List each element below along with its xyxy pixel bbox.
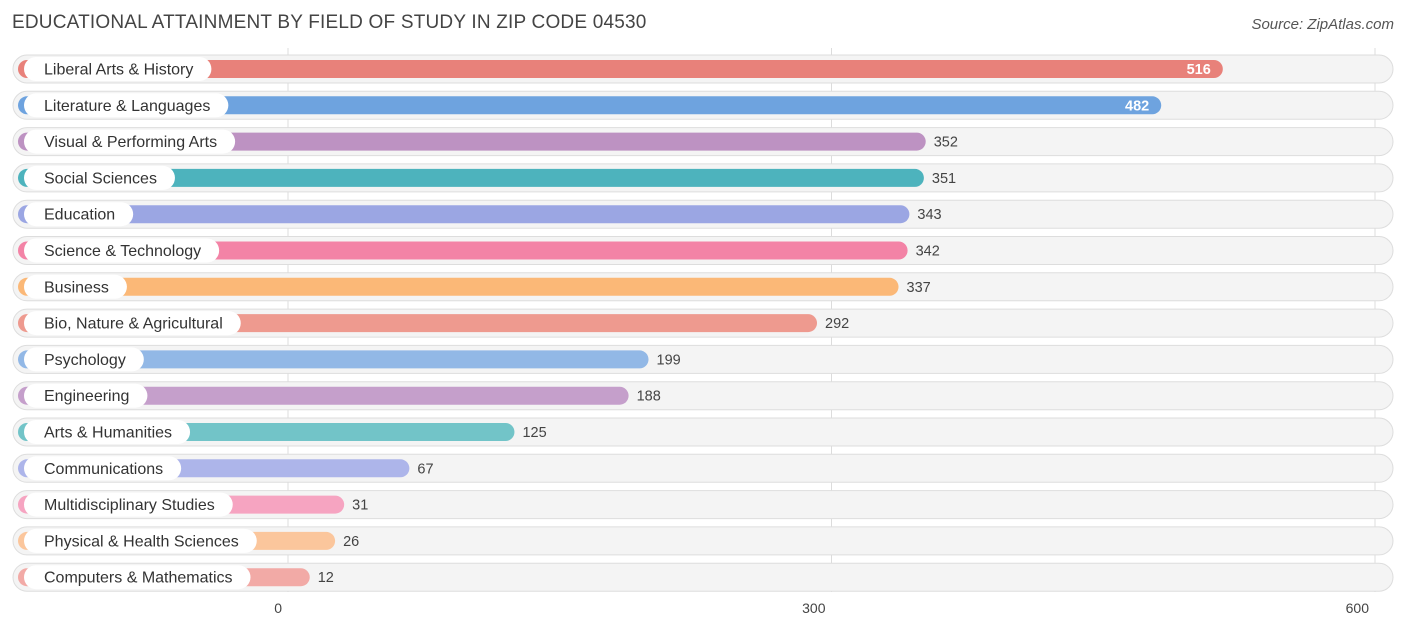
category-label: Arts & Humanities bbox=[44, 425, 172, 442]
bar bbox=[18, 241, 908, 260]
category-label-bg bbox=[24, 565, 251, 590]
source-note: Source: ZipAtlas.com bbox=[1251, 16, 1394, 33]
category-label: Psychology bbox=[44, 352, 126, 369]
category-label-bg bbox=[24, 129, 236, 154]
value-label: 12 bbox=[318, 570, 334, 586]
category-label-bg bbox=[24, 165, 175, 190]
value-label: 352 bbox=[934, 135, 958, 151]
category-label: Social Sciences bbox=[44, 170, 157, 187]
row-track bbox=[12, 562, 1394, 592]
bar bbox=[18, 60, 1223, 78]
category-label: Literature & Languages bbox=[44, 98, 210, 115]
bar bbox=[18, 96, 1162, 115]
value-label: 482 bbox=[1125, 98, 1149, 114]
value-label: 125 bbox=[522, 425, 546, 441]
category-label: Visual & Performing Arts bbox=[44, 134, 217, 151]
category-label: Science & Technology bbox=[44, 243, 201, 260]
category-label-bg bbox=[24, 492, 233, 517]
chart-title: EDUCATIONAL ATTAINMENT BY FIELD OF STUDY… bbox=[12, 12, 647, 33]
category-label-bg bbox=[24, 202, 134, 227]
category-label-bg bbox=[24, 456, 182, 481]
category-label-bg bbox=[24, 347, 144, 372]
x-tick-label: 300 bbox=[802, 600, 826, 616]
category-label: Business bbox=[44, 279, 109, 296]
category-label-bg bbox=[24, 420, 191, 444]
category-label: Multidisciplinary Studies bbox=[44, 497, 215, 514]
bar bbox=[18, 168, 924, 187]
row-track bbox=[12, 526, 1394, 556]
category-label-bg bbox=[24, 93, 229, 118]
category-label-bg bbox=[24, 311, 241, 336]
value-label: 337 bbox=[907, 280, 931, 296]
value-label: 31 bbox=[352, 498, 368, 514]
bar bbox=[18, 205, 910, 224]
category-label: Computers & Mathematics bbox=[44, 570, 233, 587]
value-label: 351 bbox=[932, 171, 956, 187]
category-label: Bio, Nature & Agricultural bbox=[44, 316, 223, 333]
category-label-bg bbox=[24, 528, 257, 553]
value-label: 342 bbox=[916, 244, 940, 260]
value-label: 188 bbox=[637, 389, 661, 405]
value-label: 67 bbox=[417, 461, 433, 477]
category-label: Education bbox=[44, 207, 115, 224]
category-label: Communications bbox=[44, 461, 163, 478]
category-label-bg bbox=[24, 274, 127, 299]
category-label: Engineering bbox=[44, 388, 129, 405]
bar bbox=[18, 386, 629, 405]
bar bbox=[18, 132, 926, 151]
value-label: 199 bbox=[657, 352, 681, 368]
category-label-bg bbox=[24, 57, 212, 81]
x-tick-label: 0 bbox=[274, 600, 282, 616]
x-tick-label: 600 bbox=[1346, 600, 1370, 616]
category-label: Liberal Arts & History bbox=[44, 62, 193, 79]
row-track bbox=[12, 490, 1394, 520]
value-label: 292 bbox=[825, 316, 849, 332]
category-label: Physical & Health Sciences bbox=[44, 533, 239, 550]
category-label-bg bbox=[24, 238, 220, 263]
bar bbox=[18, 277, 899, 296]
value-label: 26 bbox=[343, 534, 359, 550]
category-label-bg bbox=[24, 383, 148, 408]
bar bbox=[18, 350, 649, 369]
value-label: 516 bbox=[1187, 62, 1211, 78]
value-label: 343 bbox=[917, 207, 941, 223]
